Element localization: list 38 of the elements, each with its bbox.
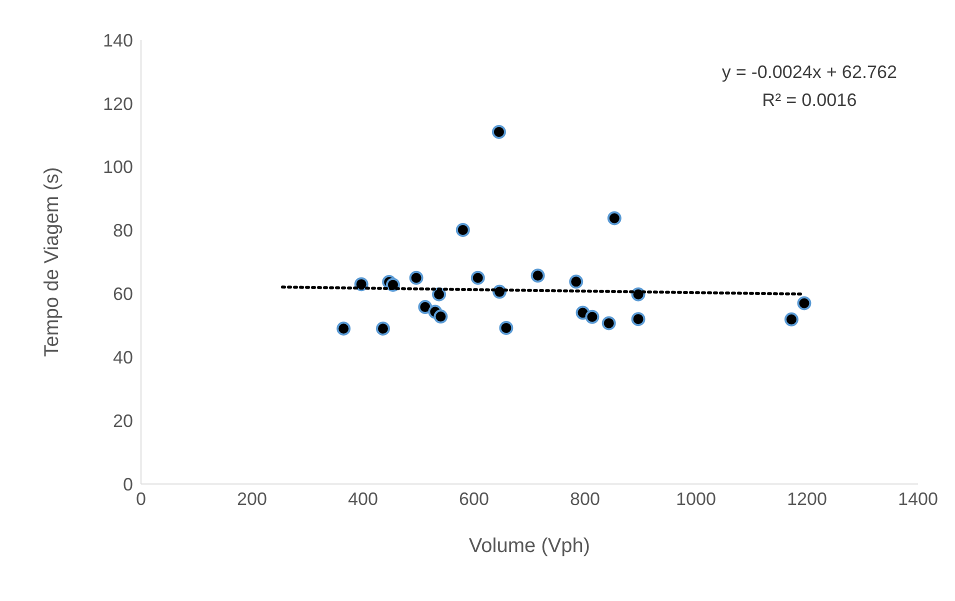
x-tick-label: 200 [236, 488, 268, 509]
point [434, 310, 448, 324]
x-tick-label: 1000 [676, 488, 716, 509]
x-tick-label: 0 [136, 488, 146, 509]
point [456, 222, 470, 237]
point [631, 312, 646, 326]
point [470, 270, 485, 285]
y-tick-label: 20 [112, 410, 133, 431]
point [376, 322, 390, 336]
point [530, 268, 545, 283]
annotation: y = -0.0024x + 62.762 [722, 61, 897, 84]
y-tick-label: 80 [112, 220, 133, 241]
y-tick-label: 140 [102, 30, 133, 50]
point [418, 300, 432, 314]
x-tick-label: 800 [570, 488, 600, 509]
y-tick-label: 120 [102, 94, 133, 114]
x-axis-title: Volume (Vph) [468, 535, 590, 557]
point [409, 270, 424, 285]
point [569, 274, 584, 289]
y-axis-title: Tempo de Viagem (s) [41, 167, 64, 357]
point [797, 296, 812, 310]
annotation: R² = 0.0016 [761, 89, 858, 112]
y-tick-label: 60 [112, 284, 133, 304]
point [607, 211, 622, 226]
point [336, 322, 351, 336]
point [492, 124, 506, 139]
point [602, 316, 616, 330]
point [784, 312, 798, 326]
x-tick-label: 600 [458, 488, 490, 509]
point [432, 287, 446, 302]
y-tick-label: 100 [102, 157, 133, 178]
y-tick-label: 0 [122, 474, 133, 494]
x-tick-label: 1400 [898, 488, 938, 509]
x-tick-label: 400 [348, 488, 378, 509]
x-tick-label: 1200 [786, 488, 828, 509]
point [499, 320, 514, 335]
point [585, 310, 600, 324]
y-tick-label: 40 [112, 348, 133, 368]
